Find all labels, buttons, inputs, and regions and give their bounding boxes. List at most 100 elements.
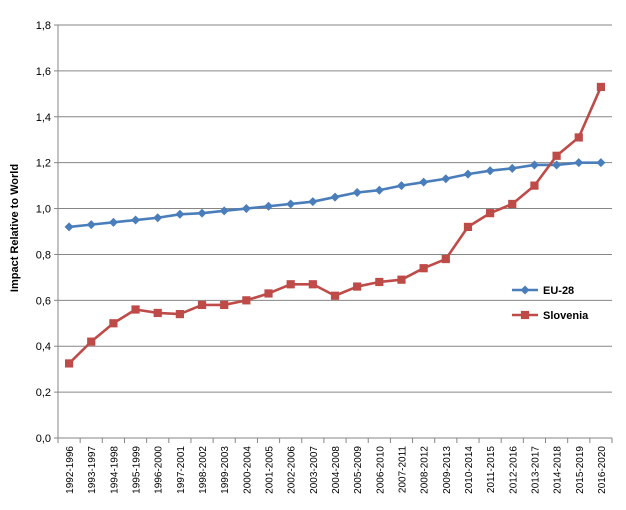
series-group: [64, 82, 606, 368]
data-point: [308, 197, 318, 207]
data-point: [419, 177, 429, 187]
data-point: [264, 289, 273, 298]
data-point: [153, 213, 163, 223]
x-tick-label: 2005-2009: [353, 446, 364, 494]
data-point: [64, 359, 74, 368]
x-tick-labels: 1992-1996 1993-1997 1994-1998 1995-1999 1996…: [65, 446, 608, 494]
x-tick-label: 1997-2001: [176, 446, 187, 494]
data-point: [242, 296, 251, 305]
data-point: [530, 181, 539, 190]
data-point: [463, 222, 473, 232]
data-point: [552, 151, 561, 160]
x-tick-label: 2011-2015: [486, 446, 497, 494]
x-tick-label: 1992-1996: [65, 446, 76, 494]
legend: EU-28 Slovenia: [512, 285, 589, 322]
data-point: [241, 204, 251, 214]
data-point: [574, 158, 584, 168]
data-point: [87, 337, 96, 346]
x-tick-label: 2007-2011: [397, 446, 408, 494]
data-point: [197, 208, 207, 218]
gridlines: [58, 24, 612, 393]
data-point: [109, 319, 118, 328]
y-tick-label: 1,0: [36, 204, 51, 216]
x-tick-label: 2010-2014: [464, 446, 475, 494]
data-point: [197, 300, 207, 310]
data-point: [64, 222, 74, 232]
data-point: [131, 305, 140, 314]
y-tick-label: 1,2: [36, 158, 51, 170]
data-point: [153, 308, 162, 318]
series-line: [68, 86, 603, 365]
data-point: [308, 280, 317, 289]
data-point: [131, 215, 141, 225]
series-eu-28: [64, 158, 606, 232]
data-point: [374, 185, 384, 195]
data-point: [596, 158, 606, 168]
x-tick-label: 2004-2008: [331, 446, 342, 494]
x-tick-label: 1998-2002: [198, 446, 209, 494]
x-tick-label: 2002-2006: [287, 446, 298, 494]
data-point: [264, 201, 274, 211]
legend-marker: [520, 285, 530, 295]
series-slovenia: [64, 82, 606, 368]
x-tick-label: 1995-1999: [132, 446, 143, 494]
data-point: [375, 277, 384, 287]
x-tick-label: 2016-2020: [597, 446, 608, 494]
data-point: [175, 209, 185, 219]
data-point: [175, 310, 184, 319]
data-point: [220, 300, 229, 310]
data-point: [552, 160, 562, 170]
data-point: [486, 209, 495, 218]
data-point: [574, 133, 583, 142]
y-tick-label: 0,4: [36, 341, 51, 353]
y-tick-label: 0,0: [36, 433, 51, 445]
y-tick-label: 1,8: [36, 20, 51, 32]
data-point: [508, 199, 517, 209]
y-tick-label: 0,2: [36, 387, 51, 399]
x-tick-label: 2001-2005: [265, 446, 276, 494]
data-point: [507, 163, 517, 173]
x-tick-label: 2009-2013: [442, 446, 453, 494]
axes: [54, 24, 613, 443]
data-point: [353, 282, 362, 291]
legend-label: EU-28: [543, 285, 574, 297]
y-tick-labels: 0,0 0,2 0,4 0,6 0,8 1,0 1,2 1,4 1,6 1,8: [36, 20, 51, 445]
data-point: [219, 206, 229, 216]
x-tick-label: 2014-2018: [553, 446, 564, 494]
data-point: [463, 169, 473, 179]
x-tick-label: 2015-2019: [575, 446, 586, 494]
data-point: [86, 220, 96, 230]
data-point: [397, 275, 406, 284]
x-tick-label: 2008-2012: [420, 446, 431, 494]
x-tick-label: 1996-2000: [154, 446, 165, 494]
legend-marker: [520, 310, 530, 320]
data-point: [286, 280, 295, 289]
data-point: [485, 166, 495, 176]
legend-label: Slovenia: [543, 310, 589, 322]
x-tick-label: 2013-2017: [530, 446, 541, 494]
x-tick-label: 2003-2007: [309, 446, 320, 494]
data-point: [441, 254, 450, 264]
data-point: [441, 174, 451, 184]
y-axis-label: Impact Relative to World: [9, 164, 21, 292]
data-point: [529, 160, 539, 170]
data-point: [330, 192, 340, 202]
data-point: [286, 199, 296, 209]
legend-item: Slovenia: [512, 310, 589, 322]
x-tick-label: 2012-2016: [508, 446, 519, 494]
y-tick-label: 0,8: [36, 249, 51, 261]
y-tick-label: 1,4: [36, 112, 51, 124]
data-point: [396, 181, 406, 191]
data-point: [330, 291, 340, 300]
data-point: [419, 264, 428, 273]
legend-item: EU-28: [512, 285, 574, 297]
x-tick-label: 1993-1997: [87, 446, 98, 494]
y-tick-label: 0,6: [36, 295, 51, 307]
data-point: [352, 187, 362, 198]
x-tick-label: 2000-2004: [242, 446, 253, 494]
x-tick-label: 2006-2010: [375, 446, 386, 494]
data-point: [596, 82, 606, 92]
data-point: [108, 217, 118, 227]
